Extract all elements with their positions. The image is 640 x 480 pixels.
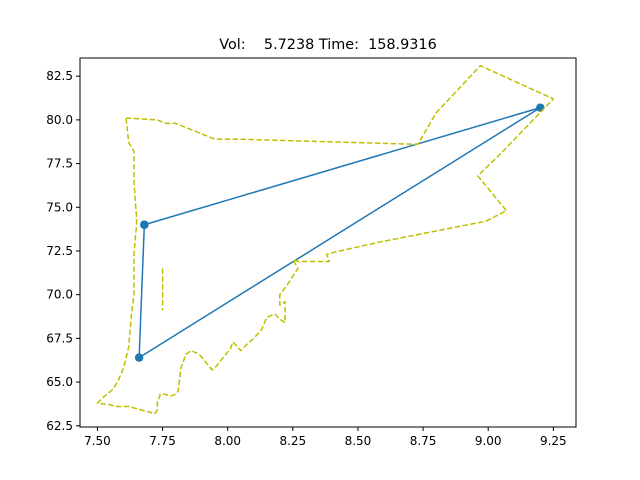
y-tick-label: 65.0 [46, 375, 73, 389]
y-tick-label: 72.5 [46, 244, 73, 258]
x-tick-label: 8.25 [279, 434, 306, 448]
series-1-line [96, 64, 555, 415]
series-0-point [134, 353, 144, 362]
chart-title: Vol: 5.7238 Time: 158.9316 [219, 37, 436, 53]
axes: 7.50 7.75 8.00 8.25 8.50 8.75 9.00 9.25 62.5 65.0… [46, 57, 577, 448]
x-tick-label: 8.75 [410, 434, 437, 448]
x-tick-label: 9.00 [475, 434, 502, 448]
y-tick-label: 82.5 [46, 69, 73, 83]
x-tick-label: 8.50 [345, 434, 372, 448]
x-tick-label: 7.50 [84, 434, 111, 448]
series-0-point [536, 103, 545, 112]
y-tick-label: 80.0 [46, 113, 73, 127]
x-tick-label: 9.25 [540, 434, 567, 448]
y-tick-label: 75.0 [46, 200, 73, 214]
x-tick-label: 8.00 [214, 434, 241, 448]
plot-area [96, 64, 555, 415]
axes-frame [79, 57, 577, 428]
y-tick-label: 67.5 [46, 331, 73, 345]
y-tick-label: 62.5 [46, 419, 73, 433]
series-0-line [138, 106, 542, 359]
y-tick-label: 77.5 [46, 157, 73, 171]
series-0-point [140, 220, 149, 229]
x-tick-label: 7.75 [149, 434, 176, 448]
y-tick-label: 70.0 [46, 288, 73, 302]
